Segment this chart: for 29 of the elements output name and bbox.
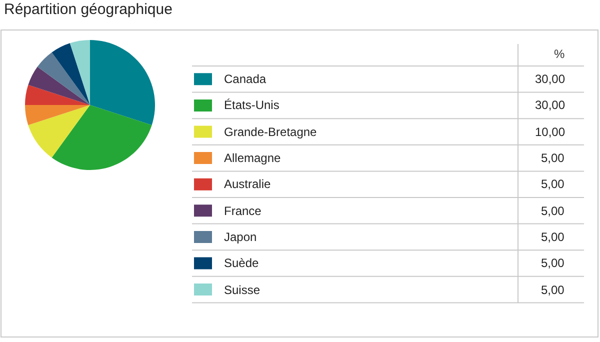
- pie-slice: [28, 105, 90, 158]
- legend-label: France: [224, 204, 262, 218]
- legend-label: Allemagne: [224, 151, 282, 165]
- pie-slice: [25, 105, 90, 126]
- pie-slice: [28, 66, 90, 105]
- legend-label: Grande-Bretagne: [224, 125, 318, 139]
- data-label: 30,00: [535, 98, 566, 112]
- legend-title: %: [554, 47, 565, 61]
- data-label: 5,00: [541, 230, 565, 244]
- legend-label: Canada: [224, 72, 266, 86]
- legend-label: Suède: [224, 256, 260, 270]
- data-label: 5,00: [541, 204, 565, 218]
- pie-slice: [90, 40, 155, 126]
- data-label: 5,00: [541, 283, 565, 297]
- legend-label: États-Unis: [224, 98, 280, 112]
- pie-slice: [25, 84, 90, 105]
- pie-slice: [37, 52, 90, 105]
- chart-title: Répartition géographique: [4, 1, 172, 18]
- data-label: 5,00: [541, 151, 565, 165]
- pie-slice: [52, 105, 152, 170]
- data-label: 5,00: [541, 177, 565, 191]
- pie-slice: [70, 40, 90, 105]
- pie-slice: [52, 43, 90, 105]
- legend-label: Japon: [224, 230, 257, 244]
- data-label: 30,00: [535, 72, 566, 86]
- data-label: 5,00: [541, 256, 565, 270]
- data-label: 10,00: [535, 125, 566, 139]
- legend-label: Suisse: [224, 283, 260, 297]
- legend-label: Australie: [224, 177, 272, 191]
